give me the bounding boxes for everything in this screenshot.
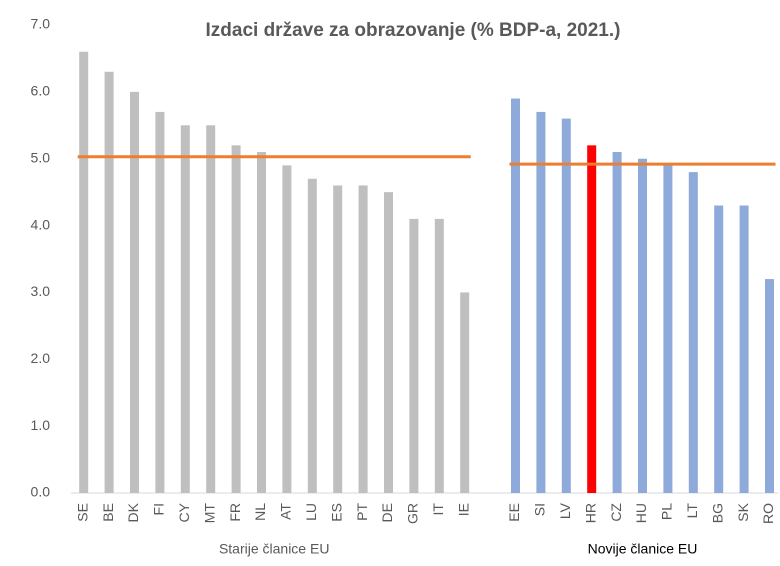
bar xyxy=(714,205,724,493)
x-tick-label: SI xyxy=(532,503,548,516)
bar xyxy=(587,145,597,494)
bar xyxy=(155,111,165,494)
x-tick-label: IT xyxy=(430,503,446,516)
x-tick-label: NL xyxy=(252,503,268,521)
x-tick-label: PL xyxy=(659,503,675,520)
x-tick-label: EE xyxy=(506,503,522,522)
x-tick-label: SE xyxy=(74,503,90,522)
bar xyxy=(638,158,647,493)
x-tick-label: FI xyxy=(151,503,167,515)
chart-title: Izdaci države za obrazovanje (% BDP-a, 2… xyxy=(206,20,621,41)
x-tick-label: PT xyxy=(354,503,370,521)
bar xyxy=(231,145,241,494)
group-label: Novije članice EU xyxy=(588,541,698,557)
x-tick-label: DE xyxy=(379,503,395,522)
x-tick-label: MT xyxy=(201,503,217,524)
y-tick-label: 4.0 xyxy=(31,216,51,232)
y-tick-label: 3.0 xyxy=(31,283,51,299)
bar xyxy=(409,218,419,493)
bar xyxy=(663,165,673,493)
bar xyxy=(307,178,317,493)
bar xyxy=(765,279,774,493)
bar xyxy=(561,118,571,493)
bar xyxy=(739,205,749,493)
x-tick-label: LU xyxy=(303,503,319,521)
x-tick-label: SK xyxy=(735,502,751,521)
bar xyxy=(104,71,114,494)
bar xyxy=(79,51,89,493)
bar xyxy=(612,152,622,493)
bar xyxy=(130,91,139,493)
y-tick-label: 6.0 xyxy=(31,83,51,99)
y-tick-label: 2.0 xyxy=(31,350,51,366)
bar xyxy=(333,185,343,493)
y-tick-label: 5.0 xyxy=(31,149,51,165)
x-tick-label: BG xyxy=(709,503,725,523)
x-tick-label: BE xyxy=(100,503,116,522)
group-label: Starije članice EU xyxy=(219,541,330,557)
bar xyxy=(511,98,520,494)
x-tick-label: ES xyxy=(328,503,344,522)
x-tick-label: IE xyxy=(455,503,471,516)
x-tick-label: DK xyxy=(125,502,141,522)
x-tick-label: FR xyxy=(227,503,243,522)
x-tick-label: CZ xyxy=(608,503,624,522)
x-tick-label: LT xyxy=(684,503,700,519)
y-tick-label: 1.0 xyxy=(31,417,51,433)
y-tick-label: 7.0 xyxy=(31,16,51,32)
y-tick-label: 0.0 xyxy=(31,484,51,500)
bar xyxy=(282,165,292,493)
bar xyxy=(384,192,393,493)
x-tick-label: LV xyxy=(557,502,573,519)
bar xyxy=(460,292,470,493)
x-tick-label: GR xyxy=(405,503,421,524)
x-tick-label: RO xyxy=(760,503,776,524)
x-tick-label: HR xyxy=(582,503,598,523)
bar xyxy=(180,125,190,494)
x-tick-label: HU xyxy=(633,503,649,523)
bar xyxy=(434,218,444,493)
bar xyxy=(206,125,216,494)
x-tick-label: AT xyxy=(278,503,294,520)
bar xyxy=(688,172,698,494)
x-tick-label: CY xyxy=(176,502,192,522)
bar xyxy=(358,185,368,493)
bar xyxy=(257,152,266,493)
bar xyxy=(536,111,546,494)
